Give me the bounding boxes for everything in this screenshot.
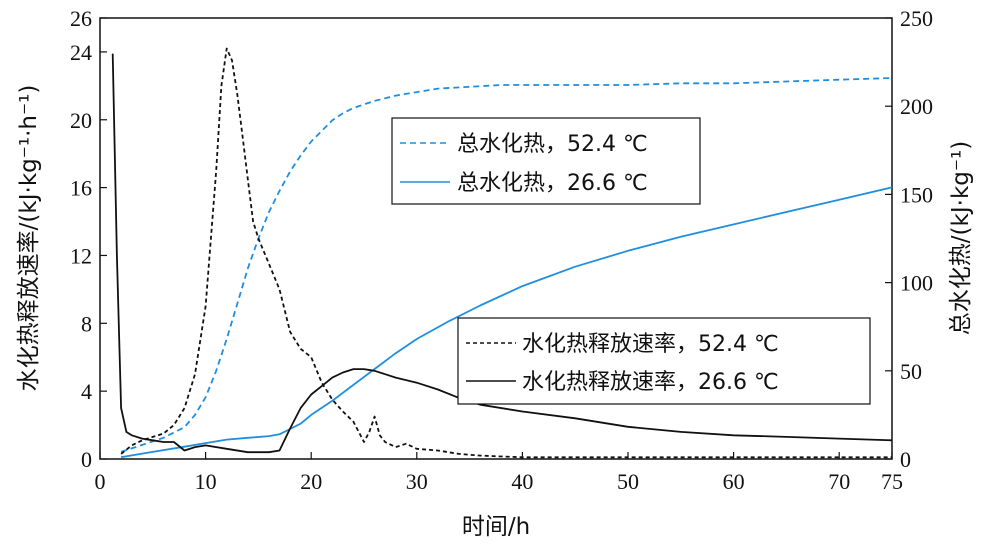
legend-label-rate-52: 水化热释放速率，52.4 ℃ [522,332,779,357]
legend-total: 总水化热，52.4 ℃ 总水化热，26.6 ℃ [391,117,701,205]
y-left-tick-label: 4 [81,379,92,404]
y-right-tick-label: 150 [900,182,933,207]
y-right-tick-label: 100 [900,271,933,296]
y-left-tick-label: 12 [70,243,92,268]
x-tick-label: 40 [511,469,533,494]
x-tick-label: 30 [406,469,428,494]
series-total-heat-52 [120,77,893,453]
x-tick-label: 0 [95,469,106,494]
y-left-tick-label: 8 [81,311,92,336]
legend-total-box [391,117,701,205]
y-right-tick-label: 250 [900,6,933,31]
series-rate-52 [120,47,892,459]
x-tick-label: 60 [723,469,745,494]
plot-frame [99,17,893,460]
y-left-tick-label: 26 [70,6,92,31]
ticks-layer: 0 10 20 30 40 50 60 70 7504812162024260501001502… [70,6,933,494]
x-tick-label: 20 [300,469,322,494]
legend-label-total-26: 总水化热，26.6 ℃ [457,171,648,196]
y-right-tick-label: 200 [900,94,933,119]
x-tick-label: 70 [828,469,850,494]
legend-rate: 水化热释放速率，52.4 ℃ 水化热释放速率，26.6 ℃ [457,317,871,405]
series-total-heat-26 [120,186,893,459]
y-right-axis-title: 总水化热/(kJ·kg⁻¹) [948,141,974,335]
x-tick-label: 75 [881,469,903,494]
legend-label-total-52: 总水化热，52.4 ℃ [457,132,648,157]
y-left-tick-label: 16 [70,176,92,201]
series-layer [111,47,893,459]
legend-rate-box [457,317,871,405]
series-rate-26 [111,53,893,454]
legend-label-rate-26: 水化热释放速率，26.6 ℃ [522,370,779,395]
y-left-tick-label: 0 [81,447,92,472]
y-right-tick-label: 50 [900,359,922,384]
x-tick-label: 10 [195,469,217,494]
y-left-tick-label: 20 [70,108,92,133]
y-right-tick-label: 0 [900,447,911,472]
x-tick-label: 50 [617,469,639,494]
x-axis-title: 时间/h [462,514,530,540]
y-left-axis-title: 水化热释放速率/(kJ·kg⁻¹·h⁻¹) [16,85,42,392]
y-left-tick-label: 24 [70,40,92,65]
